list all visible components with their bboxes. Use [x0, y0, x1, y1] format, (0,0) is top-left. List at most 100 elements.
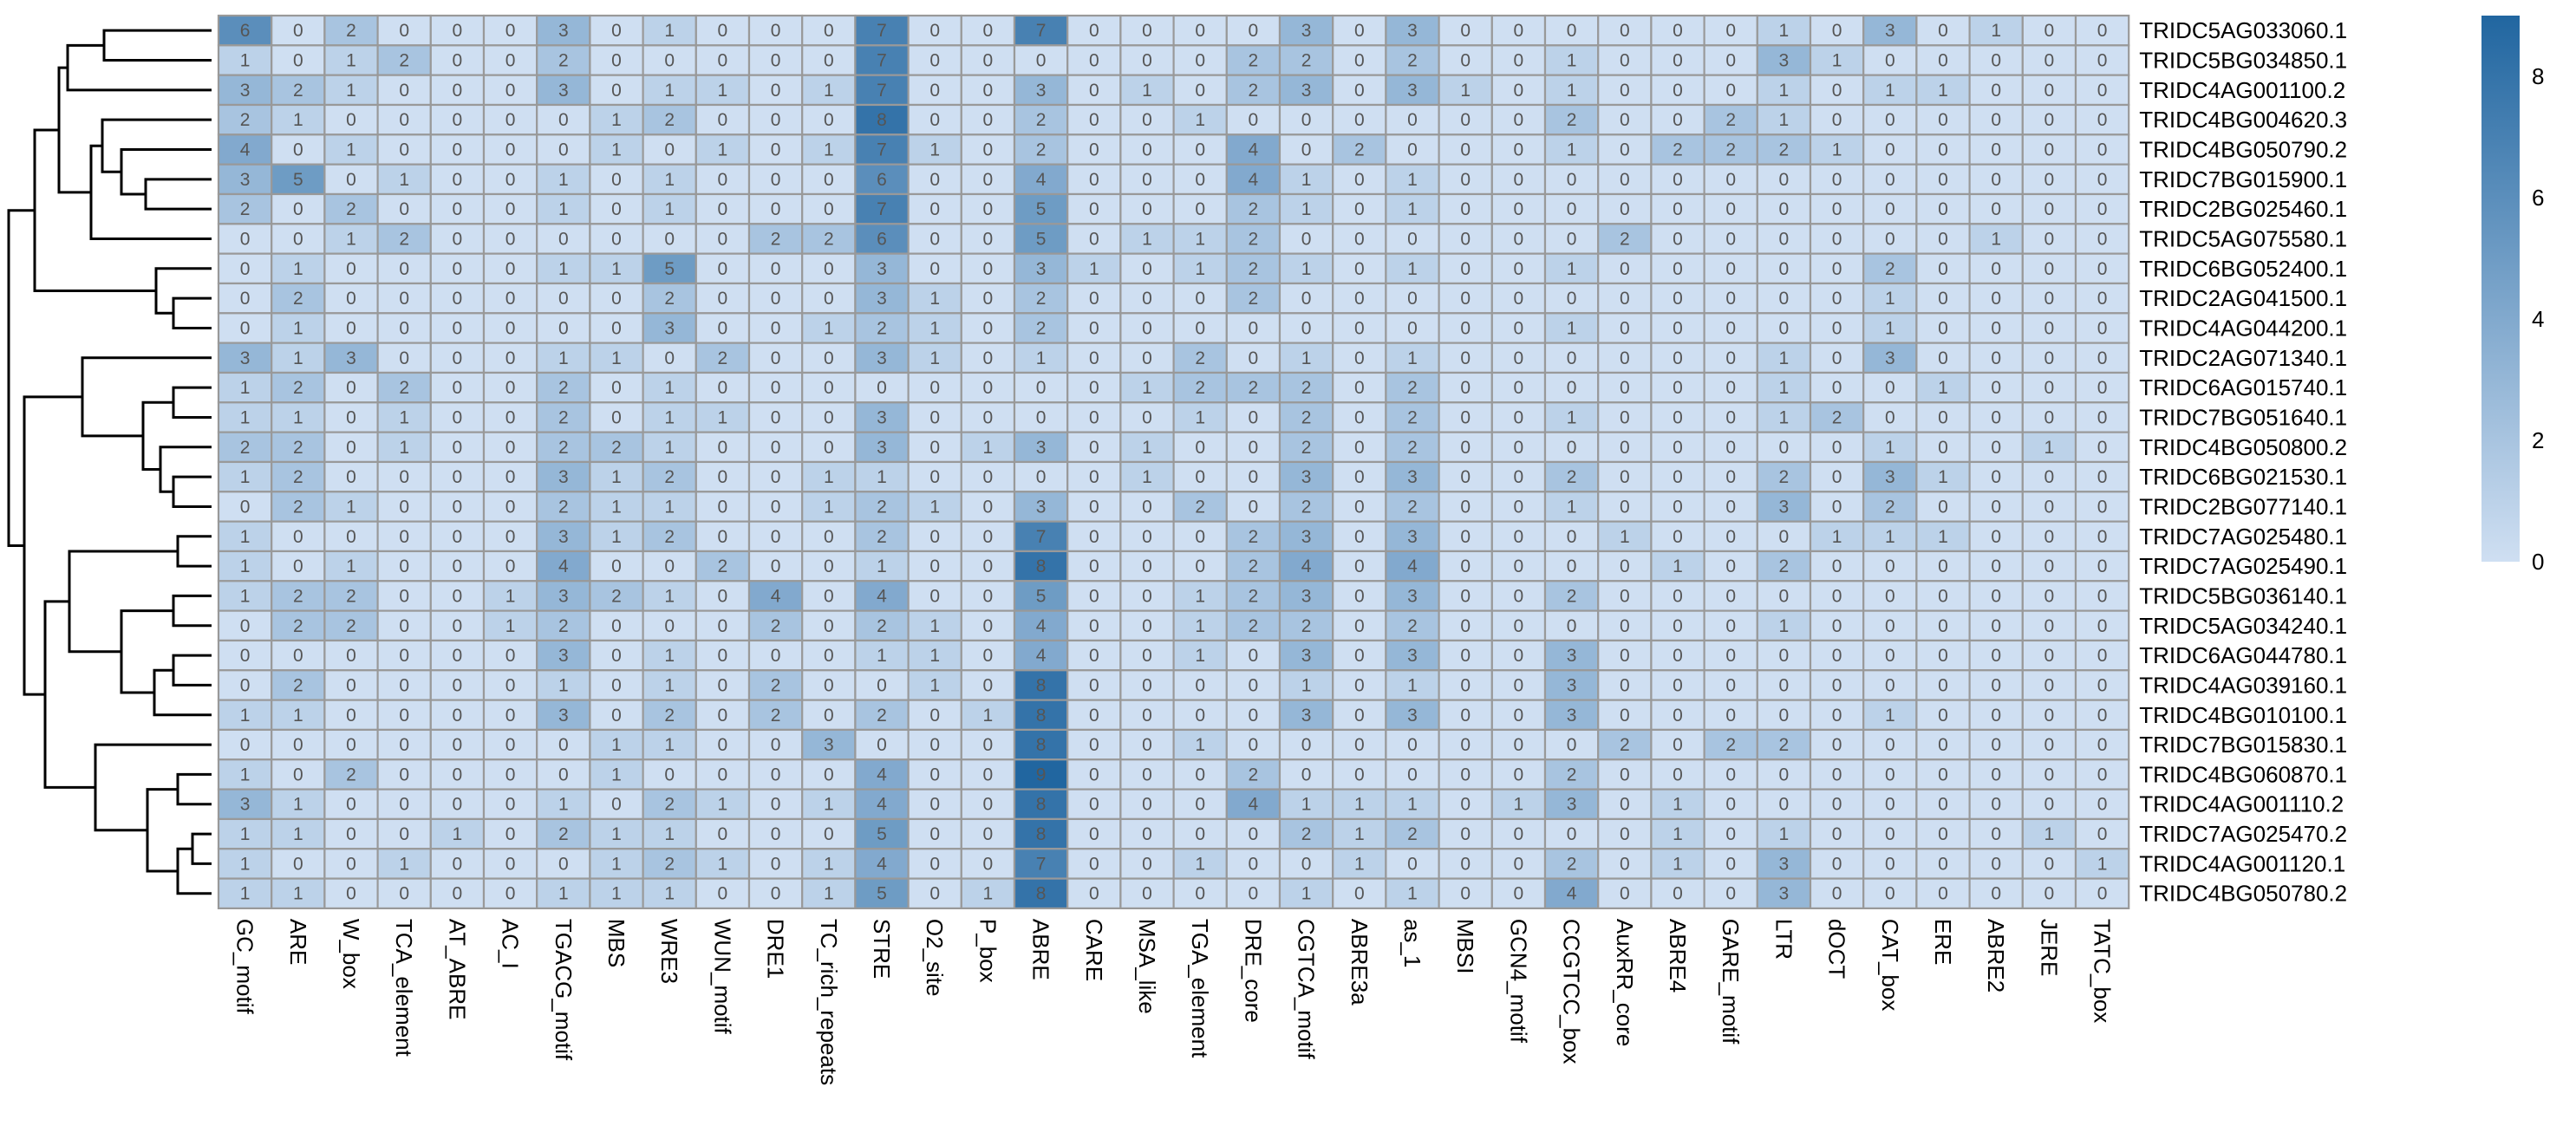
- heatmap-cell: [1013, 342, 1069, 374]
- cell-value-label: 2: [293, 289, 303, 309]
- heatmap-cell: [747, 848, 804, 880]
- heatmap-cell: [2021, 342, 2077, 374]
- cell-value-label: 3: [1885, 467, 1895, 487]
- heatmap-cell: [271, 74, 326, 107]
- cell-value-label: 0: [718, 170, 728, 190]
- heatmap-cell: [482, 609, 538, 642]
- cell-value-label: 0: [1142, 21, 1152, 41]
- cell-value-label: 0: [453, 646, 463, 666]
- cell-value-label: 1: [1301, 348, 1312, 368]
- cell-value-label: 2: [718, 556, 728, 576]
- cell-value-label: 2: [1725, 110, 1736, 130]
- cell-value-label: 1: [664, 407, 675, 427]
- heatmap-cell: [429, 163, 486, 196]
- cell-value-label: 0: [1725, 289, 1736, 309]
- column-label: CARE: [1081, 919, 1107, 981]
- cell-value-label: 0: [1673, 438, 1683, 458]
- heatmap-cell: [323, 371, 379, 404]
- cell-value-label: 0: [1354, 50, 1365, 70]
- heatmap-cell: [1490, 758, 1547, 791]
- cell-value-label: 0: [1938, 765, 1948, 784]
- cell-value-label: 0: [1460, 50, 1471, 70]
- cell-value-label: 0: [1407, 735, 1418, 755]
- cell-value-label: 1: [1514, 795, 1524, 815]
- row-label: TRIDC4AG001120.1: [2139, 850, 2345, 876]
- cell-value-label: 0: [983, 586, 994, 606]
- cell-value-label: 0: [399, 318, 409, 338]
- cell-value-label: 0: [1620, 318, 1630, 338]
- heatmap-cell: [1172, 103, 1228, 136]
- heatmap-cell: [1013, 252, 1069, 285]
- cell-value-label: 0: [1779, 170, 1790, 190]
- cell-value-label: 1: [293, 259, 303, 279]
- cell-value-label: 1: [1301, 884, 1312, 904]
- heatmap-cell: [1703, 431, 1758, 464]
- cell-value-label: 4: [877, 586, 887, 606]
- cell-value-label: 2: [1567, 854, 1577, 874]
- cell-value-label: 1: [293, 318, 303, 338]
- cell-value-label: 2: [240, 199, 251, 219]
- cell-value-label: 0: [1567, 289, 1577, 309]
- heatmap-cell: [271, 669, 326, 701]
- cell-value-label: 0: [1991, 438, 2001, 458]
- cell-value-label: 3: [877, 348, 887, 368]
- cell-value-label: 1: [611, 884, 622, 904]
- heatmap-cell: [536, 431, 591, 464]
- cell-value-label: 0: [1249, 854, 1259, 874]
- cell-value-label: 0: [1354, 735, 1365, 755]
- cell-value-label: 0: [1567, 170, 1577, 190]
- cell-value-label: 0: [1514, 765, 1524, 784]
- heatmap-cell: [1013, 371, 1069, 404]
- heatmap-cell: [695, 431, 751, 464]
- column-label: TATC_box: [2090, 919, 2116, 1023]
- cell-value-label: 0: [399, 110, 409, 130]
- cell-value-label: 0: [293, 199, 303, 219]
- cell-value-label: 1: [1885, 81, 1895, 101]
- cell-value-label: 7: [877, 199, 887, 219]
- heatmap-cell: [1809, 431, 1865, 464]
- cell-value-label: 0: [1249, 497, 1259, 517]
- cell-value-label: 0: [1673, 21, 1683, 41]
- heatmap-cell: [1915, 312, 1971, 344]
- heatmap-cell: [1225, 877, 1281, 910]
- cell-value-label: 0: [664, 616, 675, 636]
- cell-value-label: 0: [929, 795, 940, 815]
- cell-value-label: 0: [1832, 438, 1842, 458]
- cell-value-label: 0: [1354, 765, 1365, 784]
- cell-value-label: 0: [1725, 229, 1736, 249]
- cell-value-label: 1: [1885, 438, 1895, 458]
- cell-value-label: 0: [1354, 21, 1365, 41]
- cell-value-label: 0: [1460, 765, 1471, 784]
- cell-value-label: 0: [2044, 110, 2055, 130]
- cell-value-label: 0: [2044, 854, 2055, 874]
- cell-value-label: 0: [1514, 21, 1524, 41]
- cell-value-label: 0: [2097, 289, 2108, 309]
- cell-value-label: 1: [1460, 81, 1471, 101]
- heatmap-cell: [376, 817, 432, 850]
- cell-value-label: 0: [1354, 378, 1365, 398]
- cell-value-label: 1: [1885, 706, 1895, 726]
- heatmap-cell: [1968, 282, 2024, 315]
- cell-value-label: 0: [1991, 259, 2001, 279]
- cell-value-label: 0: [877, 378, 887, 398]
- cell-value-label: 0: [1249, 348, 1259, 368]
- cell-value-label: 1: [1036, 348, 1047, 368]
- cell-value-label: 0: [1779, 318, 1790, 338]
- cell-value-label: 0: [1089, 50, 1099, 70]
- cell-value-label: 3: [1301, 467, 1312, 487]
- cell-value-label: 0: [718, 527, 728, 547]
- cell-value-label: 1: [558, 170, 569, 190]
- cell-value-label: 0: [1938, 824, 1948, 844]
- heatmap-cell: [1915, 669, 1971, 701]
- heatmap-cell: [1066, 371, 1122, 404]
- cell-value-label: 2: [399, 229, 409, 249]
- heatmap-cell: [1862, 192, 1918, 225]
- cell-value-label: 0: [2097, 527, 2108, 547]
- cell-value-label: 0: [824, 706, 834, 726]
- cell-value-label: 0: [771, 259, 781, 279]
- heatmap-cell: [589, 282, 644, 315]
- heatmap-cell: [1915, 282, 1971, 315]
- dendrogram-branch: [89, 144, 212, 240]
- cell-value-label: 0: [399, 795, 409, 815]
- cell-value-label: 6: [877, 170, 887, 190]
